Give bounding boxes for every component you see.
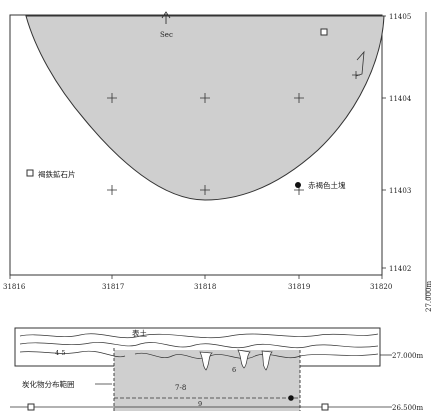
elevation-side-label: 27.000m bbox=[425, 281, 433, 312]
grid-label-x1: 31817 bbox=[102, 283, 124, 291]
legend-square-icon bbox=[26, 169, 34, 177]
section-clay-marker bbox=[288, 395, 294, 401]
charcoal-range-label: 炭化物分布範囲 bbox=[22, 379, 75, 389]
grid-label-y1: 11404 bbox=[389, 95, 412, 103]
section-stone-marker-left bbox=[27, 403, 35, 411]
grid-label-x3: 31819 bbox=[288, 283, 310, 291]
charcoal-feature-area bbox=[25, 15, 385, 201]
section-marker-label: Sec bbox=[160, 31, 173, 39]
level-lower-label: 26.500m bbox=[392, 404, 423, 412]
soil-line-3 bbox=[19, 350, 379, 359]
y-ticks bbox=[382, 15, 386, 269]
section-stone-marker-right bbox=[321, 403, 329, 411]
grid-label-x4: 31820 bbox=[370, 283, 392, 291]
grid-label-y2: 11403 bbox=[389, 187, 411, 195]
grid-label-y0: 11405 bbox=[389, 13, 411, 21]
topsoil-label: 表土 bbox=[132, 328, 147, 338]
layer-label-b: 6 bbox=[232, 366, 236, 374]
layer-label-a: 4-5 bbox=[55, 349, 65, 357]
legend-stone-fragment: 褐鉄鉱石片 bbox=[38, 169, 76, 179]
x-ticks bbox=[9, 275, 383, 279]
grid-crosses bbox=[107, 71, 360, 195]
grid-label-x0: 31816 bbox=[3, 283, 26, 291]
soil-line-1 bbox=[19, 333, 379, 339]
plan-view: Sec 褐鉄鉱石片 赤褐色土塊 31816 31817 31818 bbox=[3, 11, 433, 312]
layer-label-c: 7-8 bbox=[175, 384, 186, 392]
layer-label-d: 9 bbox=[198, 400, 202, 408]
soil-inclusions bbox=[199, 349, 273, 371]
stone-fragment-marker bbox=[320, 28, 328, 36]
pit-boundary bbox=[113, 348, 301, 411]
clay-block-marker bbox=[295, 182, 301, 188]
soil-line-2 bbox=[19, 342, 379, 349]
section-arrow-head bbox=[161, 11, 171, 19]
grid-label-x2: 31818 bbox=[194, 283, 216, 291]
plan-frame bbox=[9, 14, 383, 276]
section-view: 表土 4-5 6 7-8 9 炭化物分布範囲 27.000m 26.500m bbox=[10, 327, 423, 412]
section-pit-fill bbox=[114, 350, 300, 411]
level-upper-label: 27.000m bbox=[392, 352, 423, 360]
grid-label-y3: 11402 bbox=[389, 265, 411, 273]
legend-clay-block: 赤褐色土塊 bbox=[308, 180, 346, 190]
